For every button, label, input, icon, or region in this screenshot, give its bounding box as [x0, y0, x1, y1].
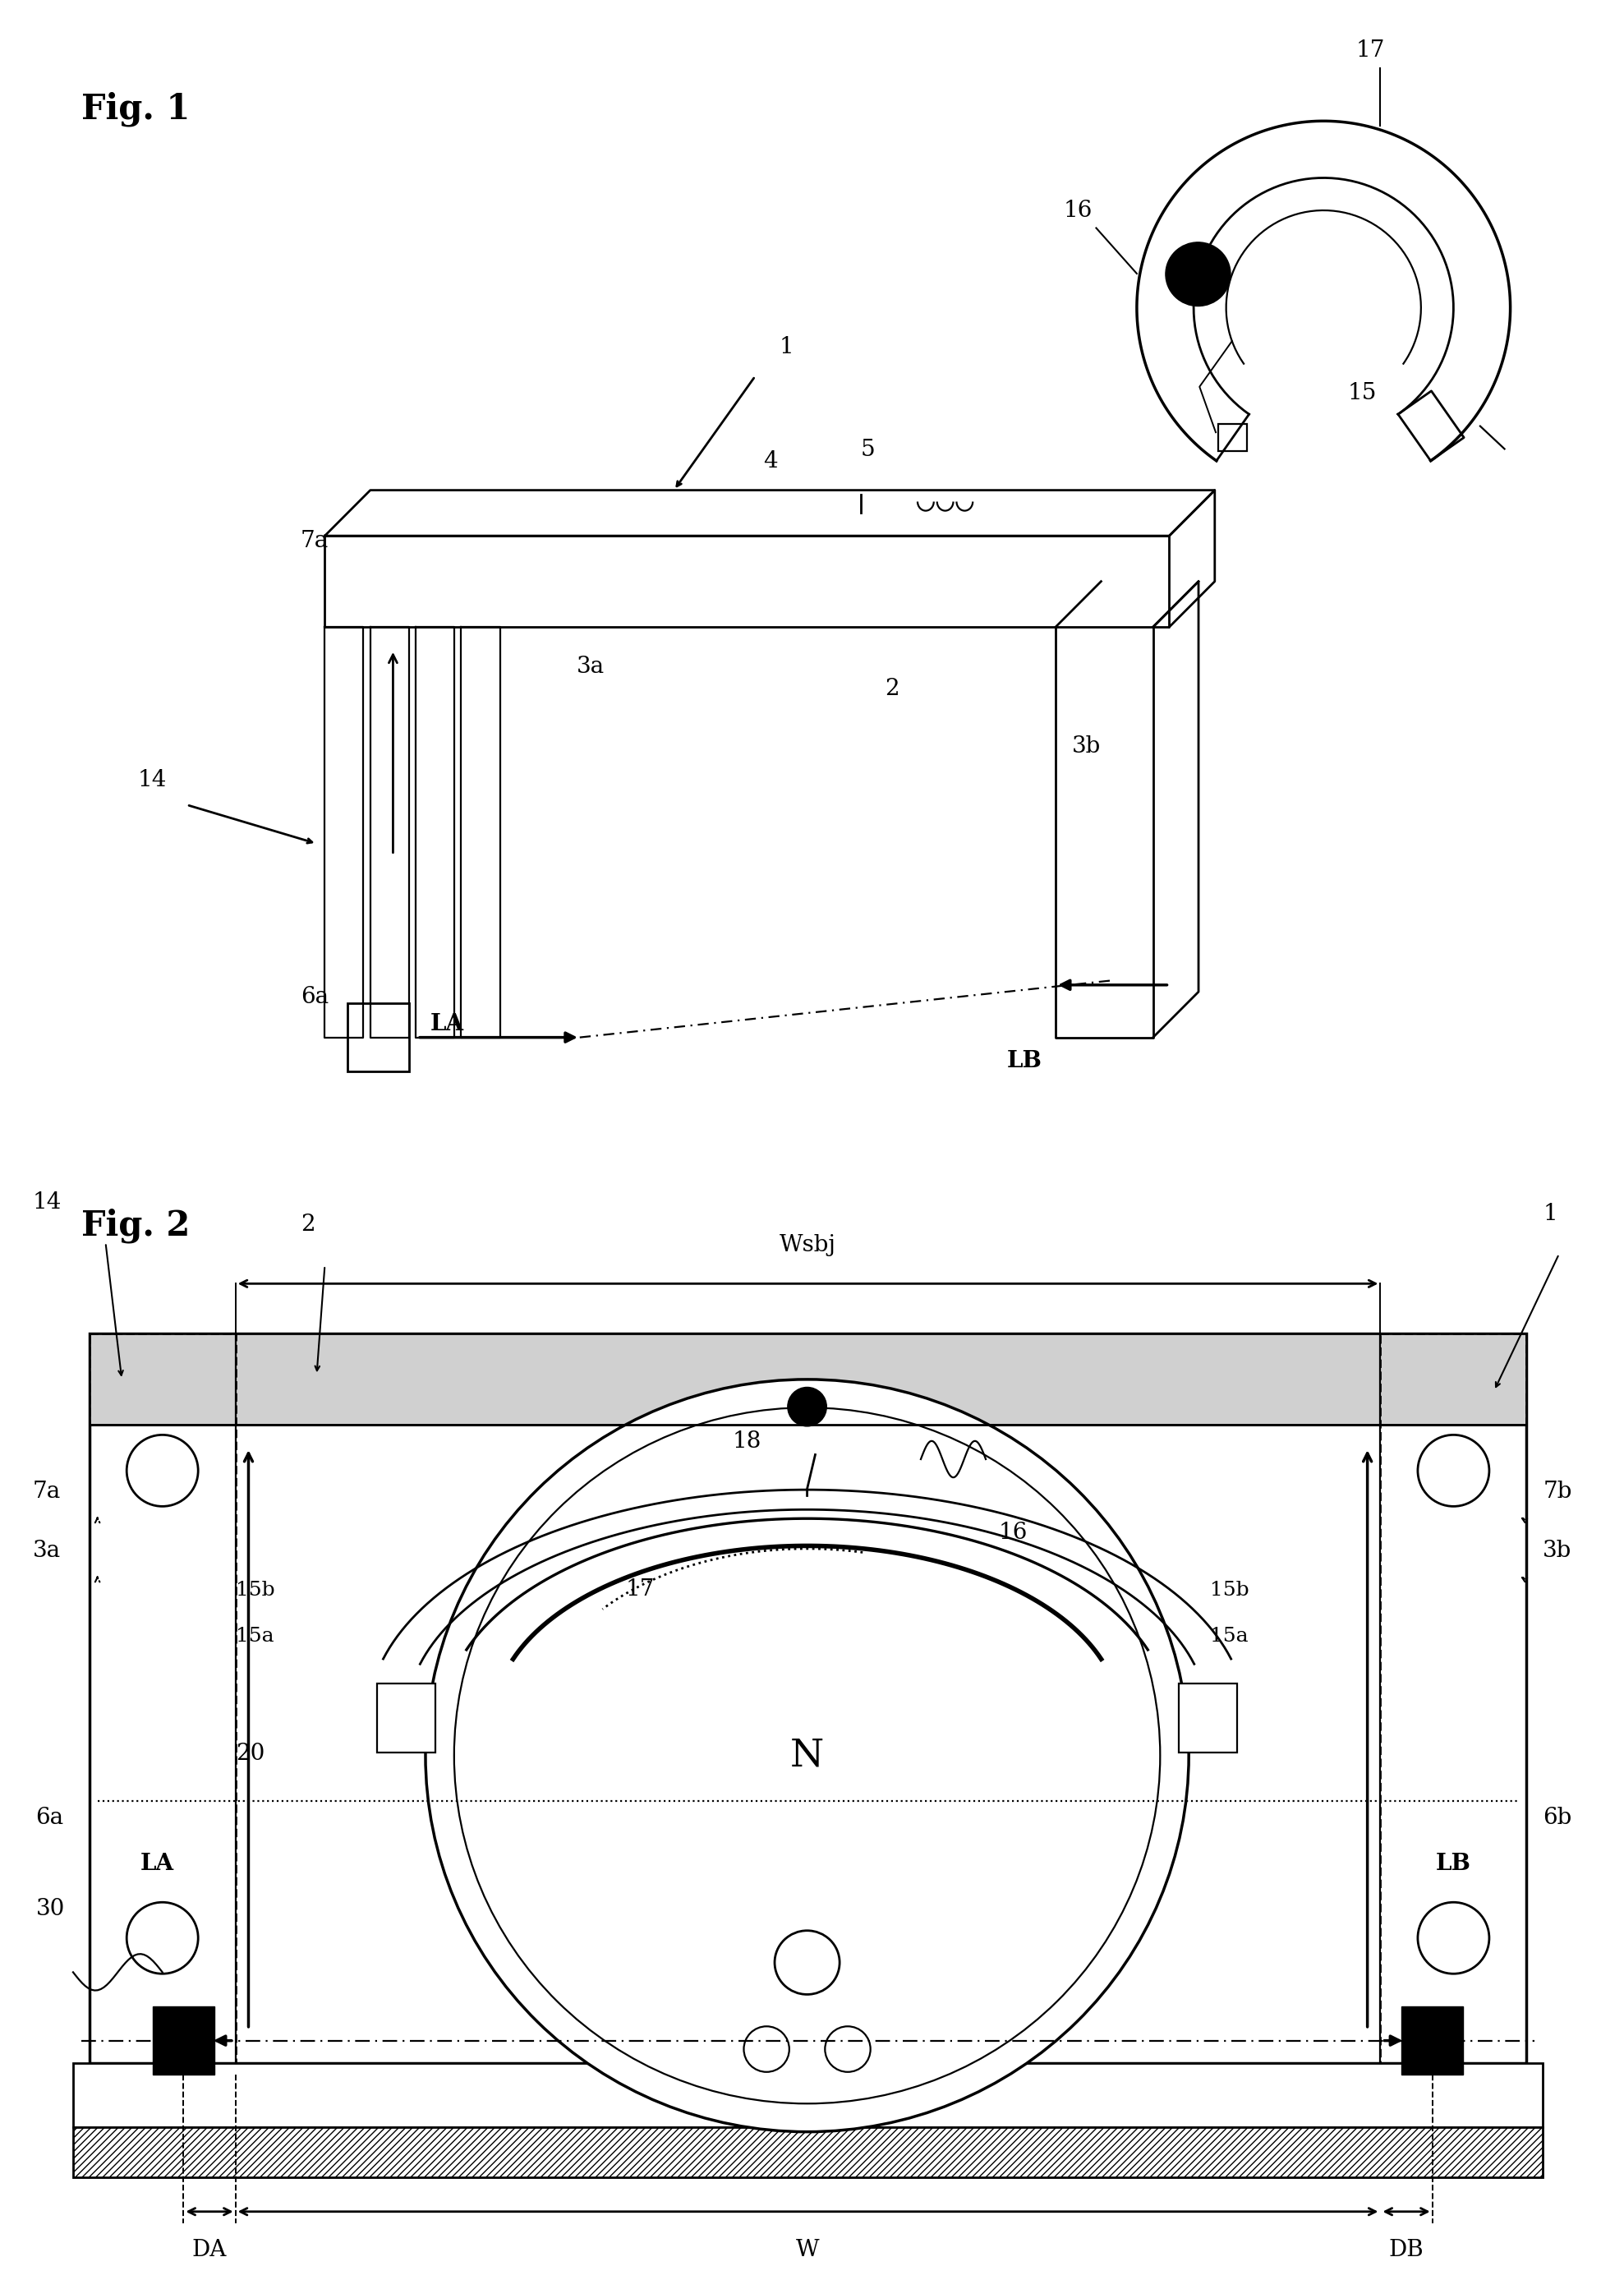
Text: LA: LA — [141, 1851, 174, 1874]
Bar — [1179, 1683, 1237, 1751]
Bar — [153, 2006, 214, 2075]
Bar — [377, 1683, 435, 1751]
Text: LB: LB — [1436, 1851, 1471, 1874]
Text: 20: 20 — [235, 1742, 265, 1765]
Ellipse shape — [425, 1379, 1189, 2132]
Bar — [348, 1003, 409, 1072]
Bar — [1380, 1334, 1527, 2063]
Text: Fig. 1: Fig. 1 — [81, 91, 190, 125]
Text: 15: 15 — [1348, 381, 1377, 404]
Text: LA: LA — [430, 1012, 464, 1035]
Bar — [89, 1334, 1527, 2063]
Text: 7b: 7b — [1543, 1480, 1572, 1503]
Circle shape — [1418, 1902, 1489, 1974]
Text: 3a: 3a — [577, 654, 604, 677]
Text: 16: 16 — [1064, 198, 1093, 221]
Text: 15b: 15b — [235, 1582, 274, 1601]
Text: Fig. 2: Fig. 2 — [81, 1208, 190, 1243]
Text: 6a: 6a — [36, 1806, 63, 1829]
Text: 3a: 3a — [32, 1539, 60, 1562]
Ellipse shape — [1166, 242, 1231, 306]
Text: 14: 14 — [32, 1190, 62, 1213]
Circle shape — [127, 1902, 198, 1974]
Text: 7a: 7a — [32, 1480, 60, 1503]
Bar — [73, 2127, 1543, 2177]
Text: 2: 2 — [300, 1213, 315, 1236]
Text: 6a: 6a — [300, 985, 328, 1008]
Text: 15a: 15a — [235, 1628, 274, 1646]
Bar — [73, 2063, 1543, 2127]
Text: 6b: 6b — [1543, 1806, 1572, 1829]
Text: 3b: 3b — [1072, 734, 1101, 757]
Text: 16: 16 — [999, 1521, 1028, 1544]
Circle shape — [1418, 1434, 1489, 1507]
Text: 30: 30 — [36, 1897, 65, 1920]
Bar — [1218, 424, 1247, 451]
Text: 17: 17 — [625, 1578, 654, 1601]
Text: W: W — [796, 2239, 820, 2262]
Text: 17: 17 — [1356, 39, 1385, 62]
Bar — [89, 1334, 1527, 1425]
Text: DA: DA — [192, 2239, 227, 2262]
Text: 2: 2 — [885, 677, 900, 700]
Text: LB: LB — [1007, 1049, 1043, 1072]
Text: 3b: 3b — [1543, 1539, 1572, 1562]
Text: DB: DB — [1389, 2239, 1424, 2262]
Text: N: N — [791, 1737, 823, 1774]
Text: 7a: 7a — [300, 529, 328, 552]
Text: 1: 1 — [780, 335, 794, 358]
Ellipse shape — [825, 2027, 870, 2073]
Text: 14: 14 — [138, 768, 167, 791]
Text: 15b: 15b — [1210, 1582, 1249, 1601]
Circle shape — [788, 1386, 827, 1427]
Text: 1: 1 — [1543, 1202, 1557, 1224]
Ellipse shape — [744, 2027, 789, 2073]
Text: 15a: 15a — [1210, 1628, 1249, 1646]
Text: Wsbj: Wsbj — [780, 1233, 836, 1256]
Circle shape — [127, 1434, 198, 1507]
Ellipse shape — [455, 1407, 1160, 2104]
Bar — [1402, 2006, 1463, 2075]
Text: 18: 18 — [732, 1430, 762, 1452]
Text: 4: 4 — [763, 449, 778, 472]
Ellipse shape — [775, 1931, 840, 1995]
Text: 5: 5 — [861, 438, 875, 461]
Bar — [89, 1334, 235, 2063]
